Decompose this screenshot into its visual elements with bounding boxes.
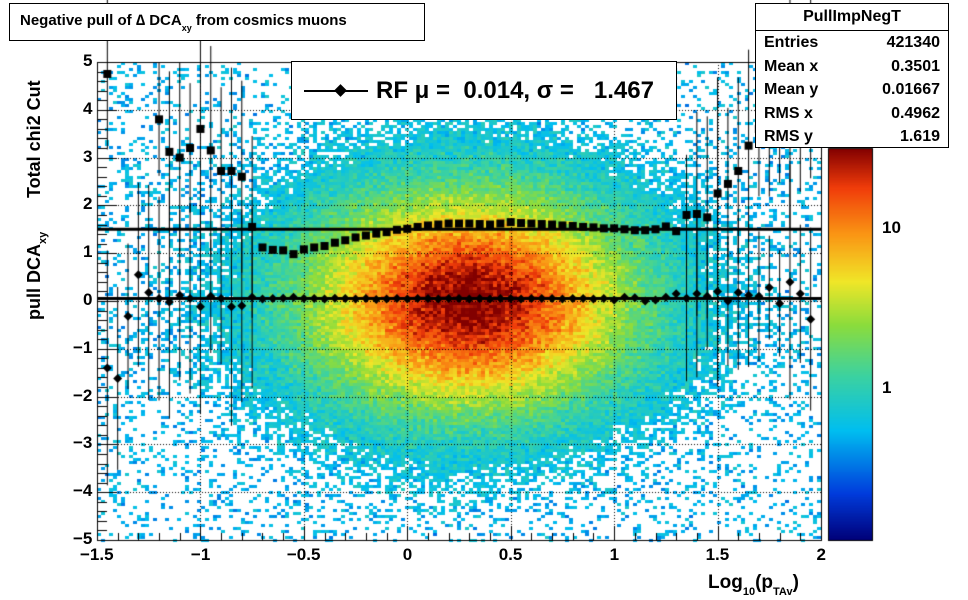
y-tick-label: 1 [83,242,93,262]
y-tick-label: −4 [73,481,93,501]
stats-row-mean-x: Mean x 0.3501 [764,57,940,75]
stats-box: PullImpNegT Entries 421340 Mean x 0.3501 M… [755,3,949,148]
title-dca: DCA [145,12,182,29]
title-subscript: xy [181,23,192,33]
x-axis-title: Log10(pTAv) [708,572,799,598]
stats-title: PullImpNegT [756,4,948,31]
x-tick-label: −0.5 [286,545,321,564]
y-tick-label: 5 [83,51,93,70]
stats-row-entries: Entries 421340 [764,34,940,51]
z-tick-label: 1 [882,378,892,397]
x-tick-label: 0.5 [498,545,523,564]
y-tick-label: 3 [83,146,93,166]
x-tick-label: 1.5 [705,545,730,564]
y-tick-label: 2 [83,194,93,214]
legend: RF μ = 0.014, σ = 1.467 [291,61,677,120]
legend-text: RF μ = 0.014, σ = 1.467 [376,76,654,104]
x-tick-label: 0 [402,545,413,564]
x-tick-label: 2 [816,545,826,564]
y-tick-label: −1 [73,337,93,357]
plot-title: Negative pull of ∆ DCAxy from cosmics mu… [9,3,425,41]
y-tick-label: 4 [83,98,93,118]
z-tick-label: 10 [882,218,901,237]
y-tick-label: −5 [73,529,93,548]
y-axis-title-line1: Total chi2 Cut [24,80,44,198]
legend-marker-icon [292,61,376,120]
stats-row-mean-y: Mean y 0.01667 [764,81,940,98]
title-suffix: from cosmics muons [191,12,347,29]
x-tick-label: 1 [609,545,620,564]
title-prefix: Negative pull of [20,12,136,29]
stats-row-rms-x: RMS x 0.4962 [764,104,940,122]
y-axis-title-line2: pull DCAxy [24,231,49,320]
y-tick-label: 0 [83,290,93,309]
stats-row-rms-y: RMS y 1.619 [764,128,940,145]
y-tick-label: −2 [73,385,93,405]
x-tick-label: −1.5 [80,545,114,564]
x-tick-label: −1 [190,545,211,564]
y-tick-label: −3 [73,433,93,453]
title-delta-symbol: ∆ [135,12,146,29]
